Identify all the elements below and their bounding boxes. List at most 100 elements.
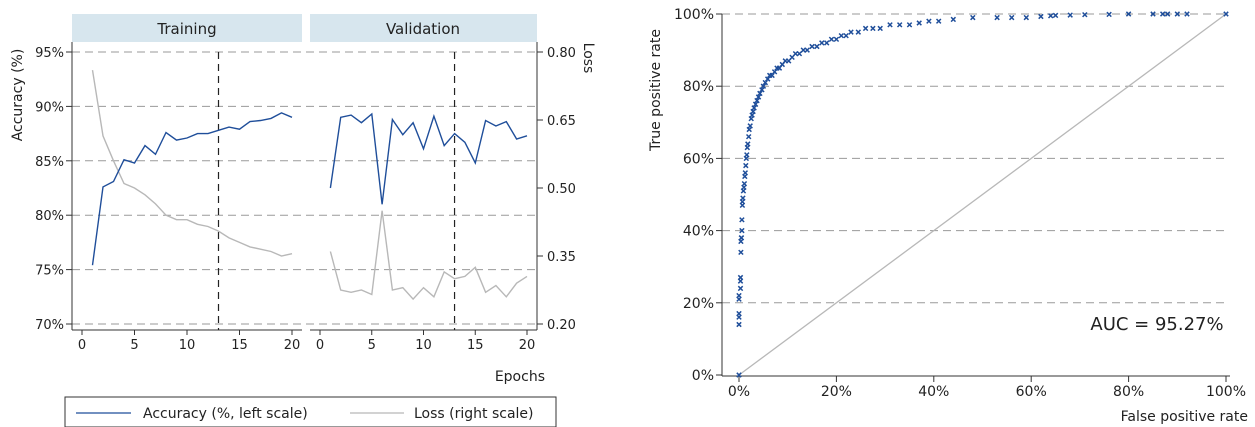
roc-point xyxy=(848,29,854,35)
roc-point xyxy=(771,69,778,75)
roc-point xyxy=(1082,11,1088,18)
right-axis-tick-label: 0.20 xyxy=(547,318,576,333)
roc-point xyxy=(796,50,803,57)
roc-point xyxy=(916,20,922,26)
roc-point xyxy=(809,43,815,50)
roc-point xyxy=(862,25,869,32)
roc-point xyxy=(1223,11,1229,17)
right-axis-tick-label: 0.50 xyxy=(547,182,576,197)
roc-y-tick-label: 100% xyxy=(674,7,714,23)
roc-point xyxy=(747,123,753,129)
roc-point xyxy=(1159,11,1166,17)
roc-point xyxy=(737,285,744,292)
x-axis-tick-label: 20 xyxy=(284,338,301,353)
roc-point xyxy=(896,22,903,28)
roc-point xyxy=(855,29,862,35)
roc-point xyxy=(950,16,957,23)
left-series xyxy=(91,52,528,330)
left-axis-tick-label: 80% xyxy=(35,209,64,224)
roc-point xyxy=(739,227,745,234)
roc-point xyxy=(828,36,835,43)
roc-point xyxy=(743,162,749,169)
roc-y-tick-label: 80% xyxy=(683,79,714,95)
x-axis-tick-label: 0 xyxy=(316,338,324,353)
left-gridlines xyxy=(72,51,537,325)
roc-point xyxy=(1047,13,1054,19)
roc-x-tick-label: 40% xyxy=(918,384,949,400)
roc-point xyxy=(843,32,849,39)
roc-point xyxy=(1125,11,1132,17)
x-axis-tick-label: 15 xyxy=(467,338,484,353)
roc-point xyxy=(738,249,744,256)
roc-point xyxy=(745,141,751,147)
roc-x-tick-label: 80% xyxy=(1113,384,1144,400)
roc-point xyxy=(877,25,883,32)
x-axis-title: Epochs xyxy=(495,369,545,385)
roc-y-tick-label: 20% xyxy=(683,296,714,312)
roc-point xyxy=(819,40,825,46)
left-axis-title: Accuracy (%) xyxy=(10,49,26,142)
roc-point xyxy=(760,83,767,89)
right-axis-tick-label: 0.35 xyxy=(547,250,576,265)
roc-point xyxy=(838,32,845,39)
roc-y-tick-label: 40% xyxy=(683,224,714,240)
roc-point xyxy=(935,18,942,24)
roc-point xyxy=(745,133,752,140)
roc-y-tick-label: 0% xyxy=(692,368,714,384)
roc-point xyxy=(887,22,893,28)
roc-point xyxy=(739,217,745,223)
roc-y-tick-label: 60% xyxy=(683,151,714,167)
roc-point xyxy=(738,235,745,241)
roc-point xyxy=(736,310,742,317)
roc-point xyxy=(751,105,757,111)
roc-x-tick-label: 60% xyxy=(1016,384,1047,400)
roc-gridlines xyxy=(722,13,1228,304)
left-axis-tick-label: 85% xyxy=(35,155,64,170)
roc-point xyxy=(970,14,976,21)
roc-point xyxy=(740,195,746,201)
roc-point xyxy=(1106,11,1112,18)
roc-x-axis-title: False positive rate xyxy=(1121,409,1248,425)
training-strip-label: Training xyxy=(156,20,216,38)
roc-x-tick-label: 100% xyxy=(1206,384,1246,400)
left-axis-tick-label: 75% xyxy=(35,264,64,279)
roc-point xyxy=(833,36,840,43)
right-axis-tick-label: 0.80 xyxy=(547,46,576,61)
roc-point xyxy=(737,274,744,281)
roc-point xyxy=(742,170,749,176)
roc-point xyxy=(814,43,820,50)
left-axis-tick-label: 70% xyxy=(35,318,64,333)
legend: Accuracy (%, left scale) Loss (right sca… xyxy=(64,396,557,427)
x-axis-tick-label: 10 xyxy=(179,338,196,353)
accuracy-line xyxy=(91,112,293,266)
roc-point xyxy=(759,87,765,93)
roc-axes: 0% 0% 20% 20% 40% 40% 60% 60% 80% 80% 100% 100% xyxy=(674,7,1246,400)
roc-point xyxy=(926,18,932,24)
legend-accuracy-label: Accuracy (%, left scale) xyxy=(143,406,308,422)
roc-point xyxy=(1067,12,1073,18)
x-axis-tick-label: 5 xyxy=(130,338,138,353)
left-axis-tick-label: 90% xyxy=(35,100,64,115)
roc-point xyxy=(994,14,1000,21)
roc-point xyxy=(754,97,760,104)
validation-strip xyxy=(310,14,537,42)
legend-loss-label: Loss (right scale) xyxy=(414,406,534,422)
roc-point xyxy=(764,76,771,82)
loss-line xyxy=(329,210,528,301)
roc-point xyxy=(746,126,752,133)
right-axis-title: Loss xyxy=(580,43,596,74)
roc-point xyxy=(750,108,756,115)
roc-x-tick-label: 20% xyxy=(821,384,852,400)
roc-y-axis-title: True positive rate xyxy=(648,29,664,152)
roc-point xyxy=(1052,12,1059,19)
roc-point xyxy=(749,112,755,118)
roc-diagonal xyxy=(738,13,1227,376)
roc-point xyxy=(736,321,742,328)
roc-figure: 0% 0% 20% 20% 40% 40% 60% 60% 80% 80% 100% 100% AUC… xyxy=(648,7,1248,425)
roc-point xyxy=(769,72,775,79)
x-axis-tick-label: 5 xyxy=(368,338,376,353)
left-axes: 70% 75% 80% 85% 90% 95% 0.20 0.35 0.50 0.65 0.80 0 5… xyxy=(35,42,576,353)
roc-point xyxy=(804,47,810,53)
training-strip xyxy=(72,14,302,42)
